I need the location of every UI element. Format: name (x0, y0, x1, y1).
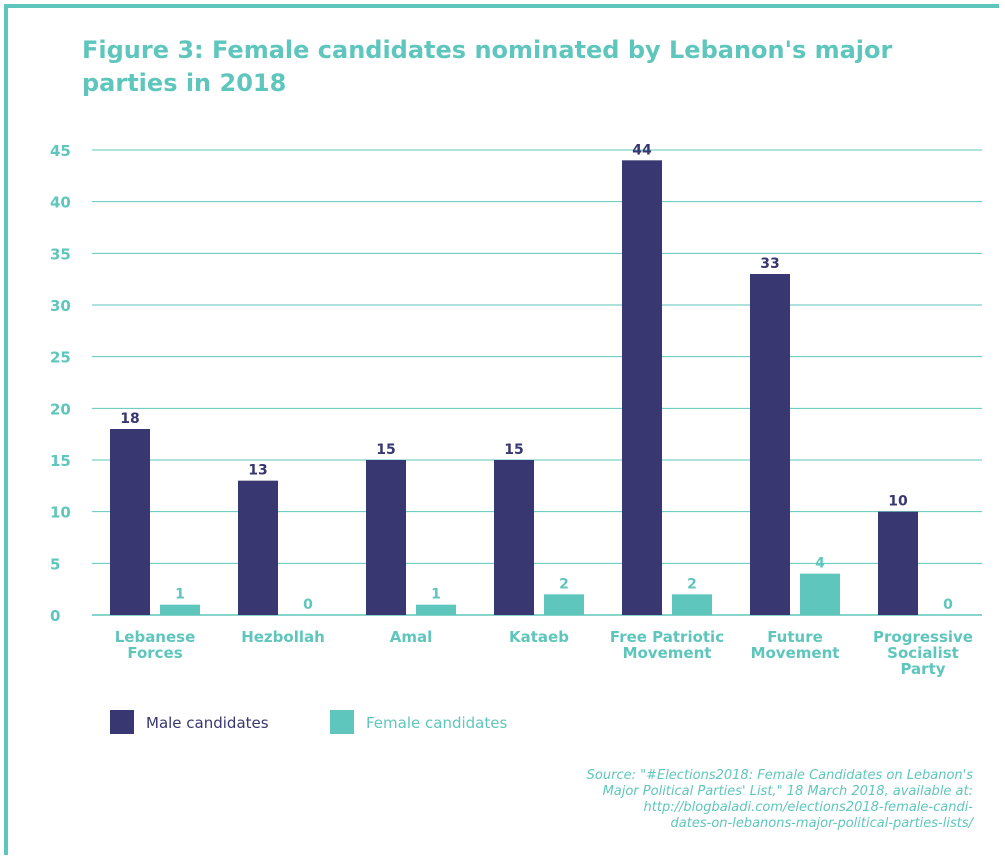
x-category-line: Forces (127, 644, 182, 662)
gridlines (92, 149, 982, 616)
x-category-line: Future (767, 628, 823, 646)
x-category-label: Lebanese Forces (115, 628, 196, 662)
x-category-label: Amal (390, 628, 433, 646)
x-category-line: Kataeb (509, 628, 569, 646)
data-label-male: 33 (760, 256, 779, 272)
legend-swatch-male (110, 710, 134, 734)
x-category-line: Hezbollah (241, 628, 325, 646)
x-category-line: Free Patriotic (610, 628, 724, 646)
data-label-female: 2 (687, 576, 697, 592)
data-label-female: 1 (431, 587, 441, 603)
figure-frame (4, 4, 999, 855)
data-label-female: 4 (815, 556, 825, 572)
legend-label-male: Male candidates (146, 714, 269, 732)
data-label-male: 18 (120, 411, 139, 427)
y-tick-label: 10 (50, 504, 71, 522)
source-line: http://blogbaladi.com/elections2018-fema… (643, 800, 973, 815)
bar-male (622, 160, 662, 616)
bar-male (110, 429, 150, 615)
data-label-female: 2 (559, 576, 569, 592)
bar-male (494, 460, 534, 615)
x-category-label: Hezbollah (241, 628, 325, 646)
data-label-female: 1 (175, 587, 185, 603)
data-labels: 18 1 13 0 15 1 15 2 44 2 33 4 10 0 (120, 142, 953, 613)
bar-male (238, 480, 278, 615)
x-category-label: Progressive Socialist Party (873, 628, 973, 678)
x-category-line: Progressive (873, 628, 973, 646)
x-category-line: Movement (623, 644, 712, 662)
x-category-label: Future Movement (751, 628, 840, 662)
data-label-male: 15 (504, 442, 523, 458)
x-category-label: Kataeb (509, 628, 569, 646)
source-line: Source: "#Elections2018: Female Candidat… (586, 768, 973, 783)
y-axis-ticks: 0 5 10 15 20 25 30 35 40 45 (50, 142, 71, 625)
data-label-male: 44 (632, 142, 652, 158)
x-category-line: Amal (390, 628, 433, 646)
bar-male (878, 511, 918, 615)
y-tick-label: 0 (50, 607, 60, 625)
source-note: Source: "#Elections2018: Female Candidat… (473, 768, 973, 832)
y-tick-label: 45 (50, 142, 71, 160)
x-category-label: Free Patriotic Movement (610, 628, 724, 662)
data-label-male: 15 (376, 442, 395, 458)
bar-female (672, 594, 712, 615)
data-label-male: 13 (248, 463, 267, 479)
x-category-line: Socialist (887, 644, 959, 662)
y-tick-label: 30 (50, 297, 71, 315)
bar-male (750, 274, 790, 615)
x-axis-categories: Lebanese Forces Hezbollah Amal Kataeb Free Pa… (115, 628, 973, 678)
bars (110, 160, 918, 616)
y-tick-label: 20 (50, 400, 71, 418)
y-tick-label: 40 (50, 194, 71, 212)
y-tick-label: 15 (50, 452, 71, 470)
data-label-female: 0 (303, 597, 313, 613)
data-label-female: 0 (943, 597, 953, 613)
data-label-male: 10 (888, 494, 908, 510)
source-line: Major Political Parties' List," 18 March… (602, 784, 973, 799)
bar-male (366, 460, 406, 615)
y-tick-label: 25 (50, 349, 71, 367)
chart-title: Figure 3: Female candidates nominated by… (82, 36, 893, 97)
x-category-line: Party (900, 660, 945, 678)
y-tick-label: 5 (50, 555, 60, 573)
bar-female (544, 594, 584, 615)
x-category-line: Lebanese (115, 628, 196, 646)
x-category-line: Movement (751, 644, 840, 662)
source-line: dates-on-lebanons-major-political-partie… (670, 816, 973, 831)
legend-label-female: Female candidates (366, 714, 508, 732)
bar-female (416, 604, 456, 615)
bar-female (800, 573, 840, 615)
bar-female (160, 604, 200, 615)
legend-swatch-female (330, 710, 354, 734)
y-tick-label: 35 (50, 245, 71, 263)
